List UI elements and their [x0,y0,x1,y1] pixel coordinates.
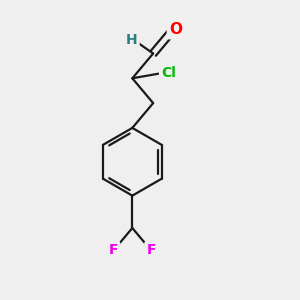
Text: F: F [146,243,156,257]
Text: F: F [109,243,118,257]
Text: O: O [169,22,182,37]
Text: H: H [126,32,138,46]
Text: Cl: Cl [161,66,176,80]
